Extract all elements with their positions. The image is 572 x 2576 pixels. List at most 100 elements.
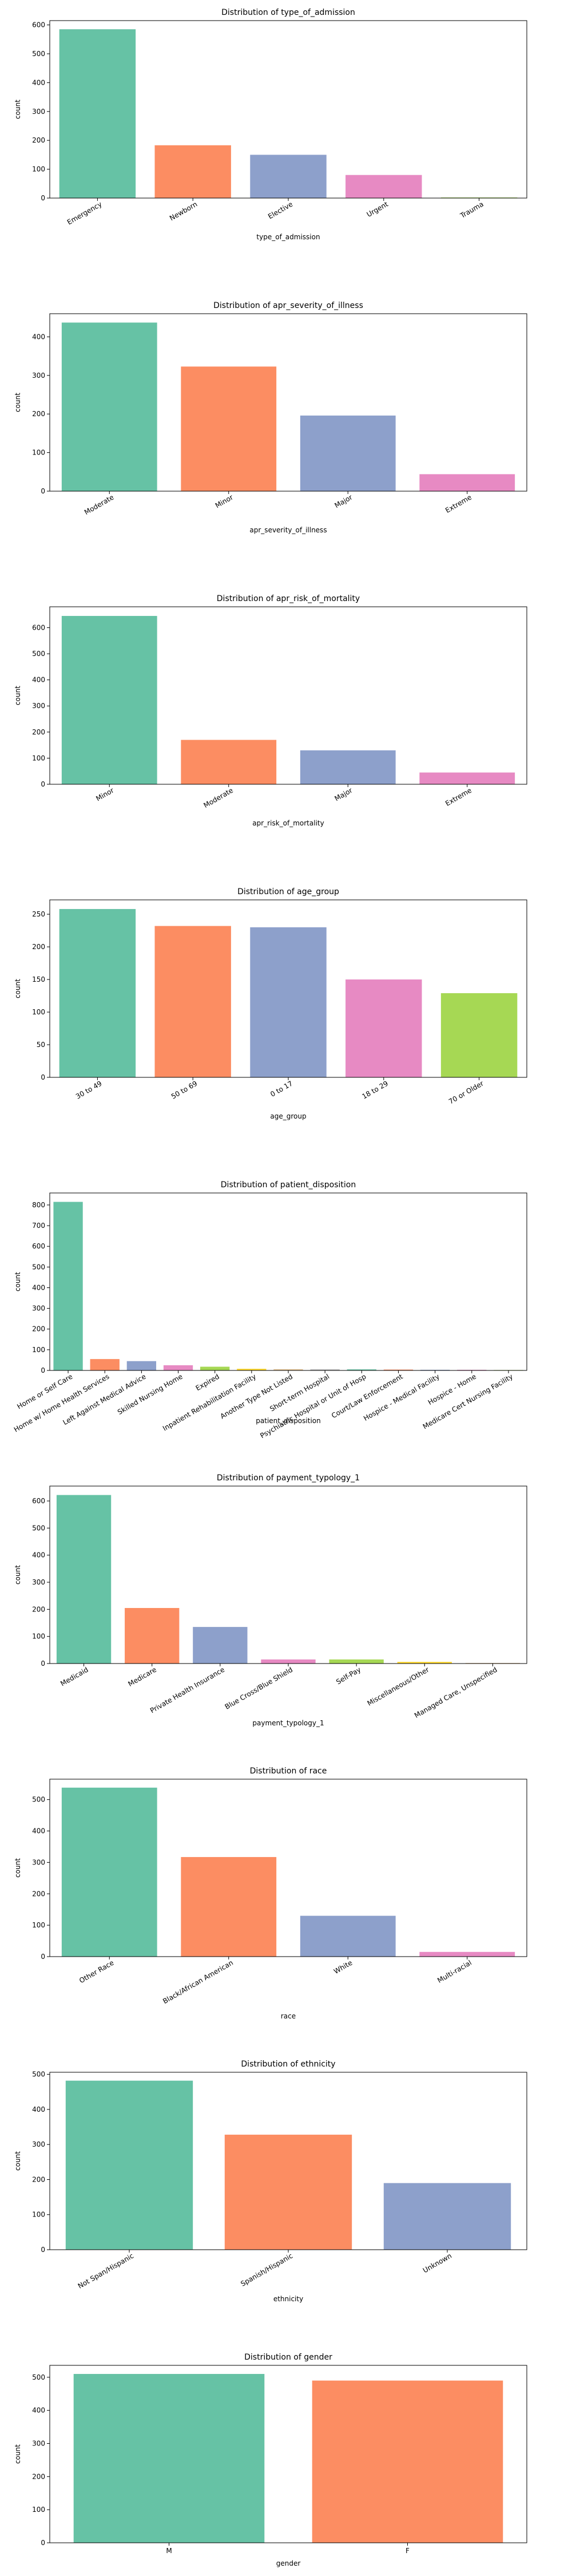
y-tick-label: 200	[32, 728, 45, 736]
y-axis-label: count	[14, 2444, 22, 2464]
x-tick-label: Major	[333, 786, 354, 803]
x-tick-label: Unknown	[422, 2251, 453, 2274]
y-tick-label: 800	[32, 1201, 45, 1209]
bar-8	[310, 1369, 340, 1370]
y-tick-label: 0	[41, 2539, 45, 2547]
x-tick-label: Urgent	[366, 200, 390, 219]
bar-1	[59, 908, 136, 1077]
x-tick-label: Emergency	[66, 200, 104, 226]
bar-1	[73, 2374, 265, 2543]
chart-4: 0 50 100 150 200 250 30 to 49 50 to 69 0 to 17 18…	[14, 887, 527, 1120]
bar-2	[125, 1607, 180, 1664]
bar-4	[261, 1659, 316, 1664]
bar-5	[200, 1366, 230, 1370]
chart-title: Distribution of type_of_admission	[221, 8, 355, 17]
y-axis-label: count	[14, 2151, 22, 2171]
y-tick-label: 700	[32, 1222, 45, 1230]
y-axis-label: count	[14, 1565, 22, 1585]
chart-9: 0 100 200 300 400 500 M F Distribution of gender…	[14, 2353, 527, 2567]
y-tick-label: 100	[32, 1008, 45, 1016]
bar-1	[61, 615, 157, 784]
y-tick-label: 600	[32, 623, 45, 631]
axes-frame	[49, 313, 527, 492]
y-tick-label: 300	[32, 702, 45, 710]
bar-7	[273, 1369, 303, 1370]
y-tick-label: 0	[41, 194, 45, 202]
chart-title: Distribution of payment_typology_1	[217, 1473, 360, 1483]
x-tick-label: Elective	[267, 200, 294, 220]
y-tick-label: 400	[32, 78, 45, 86]
x-tick-label: Extreme	[444, 786, 473, 807]
x-tick-label: Spanish/Hispanic	[239, 2251, 294, 2287]
chart-title: Distribution of apr_risk_of_mortality	[217, 594, 360, 603]
y-tick-label: 300	[32, 1858, 45, 1866]
bar-9	[347, 1369, 376, 1370]
x-tick-label: Expired	[194, 1372, 221, 1392]
y-tick-label: 200	[32, 410, 45, 418]
axes-frame	[49, 1485, 527, 1664]
chart-title: Distribution of gender	[244, 2353, 332, 2362]
y-tick-label: 100	[32, 1921, 45, 1929]
x-tick-label: Extreme	[444, 493, 473, 514]
bar-5	[440, 197, 518, 198]
y-axis-label: count	[14, 393, 22, 412]
y-tick-label: 200	[32, 1325, 45, 1333]
y-tick-label: 0	[41, 1660, 45, 1668]
bar-4	[419, 474, 515, 491]
x-axis-label: age_group	[270, 1112, 306, 1120]
y-tick-label: 150	[32, 975, 45, 983]
bar-5	[329, 1659, 384, 1664]
y-tick-label: 500	[32, 2071, 45, 2079]
chart-title: Distribution of race	[250, 1767, 327, 1776]
chart-8: 0 100 200 300 400 500 Not Span/Hispanic Spanish…	[14, 2060, 527, 2303]
y-tick-label: 100	[32, 1346, 45, 1354]
x-tick-label: Blue Cross/Blue Shield	[224, 1665, 295, 1710]
y-tick-label: 0	[41, 1366, 45, 1374]
y-tick-label: 100	[32, 1633, 45, 1641]
bar-1	[61, 1787, 157, 1957]
x-tick-label: Moderate	[83, 493, 115, 516]
x-axis-label: apr_severity_of_illness	[249, 526, 327, 534]
x-tick-label: Medicaid	[59, 1665, 89, 1688]
y-tick-label: 500	[32, 1524, 45, 1532]
y-tick-label: 600	[32, 1497, 45, 1505]
bar-2	[181, 740, 277, 784]
y-tick-label: 0	[41, 1953, 45, 1961]
x-tick-label: Minor	[94, 786, 115, 803]
y-tick-label: 100	[32, 754, 45, 762]
bar-3	[250, 927, 327, 1077]
chart-3: 0 100 200 300 400 500 600 Minor Moderate Major Ext…	[14, 594, 527, 827]
bar-1	[56, 1495, 112, 1664]
bar-3	[300, 750, 396, 784]
bar-3	[126, 1361, 157, 1370]
y-axis-label: count	[14, 1858, 22, 1878]
x-tick-label: Skilled Nursing Home	[116, 1372, 184, 1416]
y-tick-label: 600	[32, 1242, 45, 1250]
x-tick-label: Miscellaneous/Other	[366, 1665, 431, 1707]
y-tick-label: 400	[32, 1551, 45, 1559]
x-tick-label: 50 to 69	[170, 1079, 198, 1100]
y-tick-label: 100	[32, 449, 45, 457]
x-tick-label: Black/African American	[161, 1958, 235, 2005]
x-tick-label: Other Race	[78, 1958, 115, 1985]
y-tick-label: 500	[32, 1796, 45, 1804]
y-tick-label: 400	[32, 2407, 45, 2415]
bar-1	[59, 29, 136, 199]
chart-1: 0 100 200 300 400 500 600 Emergency Newborn Elect…	[14, 8, 527, 241]
bar-6	[397, 1662, 452, 1664]
chart-2: 0 100 200 300 400 Moderate Minor Major Extreme Di…	[14, 301, 527, 534]
y-tick-label: 400	[32, 676, 45, 684]
chart-7: 0 100 200 300 400 500 Other Race Black/African …	[14, 1767, 527, 2020]
x-tick-label: 0 to 17	[269, 1079, 294, 1098]
chart-title: Distribution of age_group	[237, 887, 339, 896]
y-tick-label: 300	[32, 108, 45, 116]
x-tick-label: 18 to 29	[360, 1079, 389, 1100]
x-axis-label: ethnicity	[273, 2295, 303, 2303]
bar-2	[181, 1857, 277, 1957]
bar-6	[237, 1369, 267, 1370]
bar-2	[154, 145, 231, 198]
bar-2	[90, 1359, 120, 1370]
x-axis-label: patient_disposition	[256, 1417, 320, 1425]
axes-frame	[49, 2365, 527, 2543]
